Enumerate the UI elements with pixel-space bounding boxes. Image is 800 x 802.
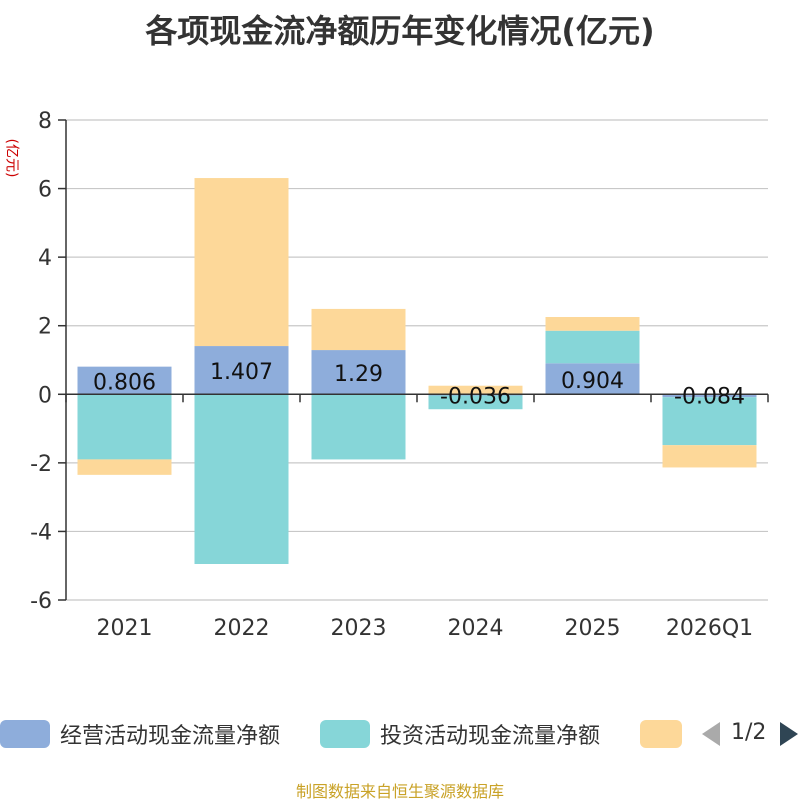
- bar-segment-series-0: [194, 346, 289, 395]
- x-tick-label: 2024: [448, 616, 504, 641]
- data-label: 0.806: [93, 370, 156, 395]
- y-tick-label: 4: [38, 246, 52, 271]
- grid-lines: [66, 119, 768, 601]
- bar-segment-series-1: [428, 395, 523, 410]
- bar-segment-series-1: [77, 394, 172, 460]
- x-tick-label: 2026Q1: [666, 616, 753, 641]
- data-label: 1.407: [210, 360, 273, 385]
- data-label: -0.084: [674, 384, 745, 409]
- bar-segment-series-2: [545, 317, 640, 331]
- x-tick-label: 2022: [214, 616, 270, 641]
- y-tick-label: 0: [38, 383, 52, 408]
- bars: [77, 178, 757, 564]
- bar-segment-series-2: [662, 445, 757, 468]
- legend-swatch-financing: [640, 720, 682, 748]
- data-label: 1.29: [334, 362, 383, 387]
- legend-label-investing: 投资活动现金流量净额: [380, 724, 601, 749]
- bar-segment-series-1: [545, 330, 640, 364]
- bar-segment-series-0: [545, 363, 640, 395]
- bar-segment-series-1: [662, 397, 757, 446]
- page-indicator: 1/2: [731, 720, 767, 745]
- legend-item-investing[interactable]: 投资活动现金流量净额: [320, 716, 600, 752]
- y-tick-label: 2: [38, 315, 52, 340]
- bar-segment-series-1: [194, 394, 289, 564]
- data-source-note: 制图数据来自恒生聚源数据库: [295, 782, 504, 801]
- next-page-icon[interactable]: [780, 722, 798, 746]
- axes: -6 -4 -2 0 2 4 6 8 2021 2022 2023 2024 2025 2026Q1: [30, 109, 769, 641]
- x-tick-label: 2025: [565, 616, 621, 641]
- x-tick-label: 2021: [97, 616, 153, 641]
- data-label: 0.904: [561, 369, 624, 394]
- y-tick-label: 6: [38, 178, 52, 203]
- prev-page-icon[interactable]: [702, 722, 720, 746]
- legend-swatch-operating: [0, 720, 50, 748]
- bar-segment-series-2: [311, 308, 406, 351]
- bar-segment-series-0: [662, 394, 757, 398]
- legend: 经营活动现金流量净额 投资活动现金流量净额: [0, 716, 800, 752]
- bar-chart: -6 -4 -2 0 2 4 6 8 2021 2022 2023 2024 2025 2026Q1 0.…: [30, 109, 769, 641]
- y-tick-label: 8: [38, 109, 52, 134]
- chart-title: 各项现金流净额历年变化情况(亿元): [145, 12, 655, 50]
- x-tick-label: 2023: [331, 616, 387, 641]
- bar-segment-series-2: [194, 178, 289, 347]
- bar-segment-series-2: [77, 459, 172, 475]
- y-tick-label: -6: [30, 589, 52, 614]
- bar-segment-series-2: [428, 385, 523, 395]
- legend-label-operating: 经营活动现金流量净额: [60, 724, 281, 749]
- bar-segment-series-1: [311, 394, 406, 460]
- y-tick-label: -4: [30, 520, 52, 545]
- legend-swatch-investing: [320, 720, 370, 748]
- y-tick-label: -2: [30, 452, 52, 477]
- bar-segment-series-0: [77, 366, 172, 395]
- legend-item-financing[interactable]: [640, 716, 682, 752]
- data-labels: 0.806 1.407 1.29 -0.036 0.904 -0.084: [93, 360, 745, 409]
- data-label: -0.036: [440, 384, 511, 409]
- bar-segment-series-0: [311, 350, 406, 395]
- legend-pager: 1/2: [700, 716, 800, 752]
- legend-item-operating[interactable]: 经营活动现金流量净额: [0, 716, 280, 752]
